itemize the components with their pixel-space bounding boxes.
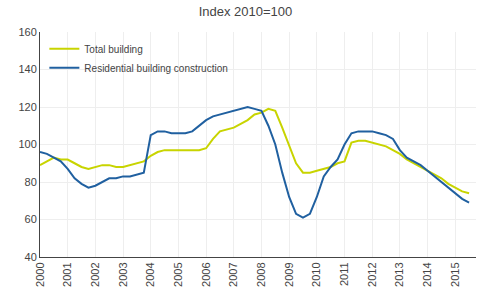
svg-text:40: 40: [25, 251, 37, 263]
svg-text:2001: 2001: [61, 262, 73, 286]
svg-text:2000: 2000: [34, 262, 46, 286]
svg-text:2002: 2002: [89, 262, 101, 286]
svg-text:Total building: Total building: [84, 44, 142, 55]
svg-text:160: 160: [18, 26, 36, 38]
svg-text:2013: 2013: [393, 262, 405, 286]
svg-text:60: 60: [25, 213, 37, 225]
svg-text:2005: 2005: [172, 262, 184, 286]
svg-text:100: 100: [18, 138, 36, 150]
svg-text:2014: 2014: [421, 262, 433, 286]
svg-text:2003: 2003: [117, 262, 129, 286]
svg-text:80: 80: [25, 176, 37, 188]
svg-text:Residential building construct: Residential building construction: [84, 63, 227, 74]
svg-text:2009: 2009: [283, 262, 295, 286]
svg-text:Index 2010=100: Index 2010=100: [199, 4, 293, 19]
svg-text:2004: 2004: [144, 262, 156, 286]
svg-text:2008: 2008: [255, 262, 267, 286]
svg-text:2012: 2012: [366, 262, 378, 286]
svg-text:2006: 2006: [200, 262, 212, 286]
svg-text:2011: 2011: [338, 262, 350, 286]
svg-text:120: 120: [18, 101, 36, 113]
svg-text:140: 140: [18, 63, 36, 75]
svg-text:2007: 2007: [227, 262, 239, 286]
svg-text:2015: 2015: [449, 262, 461, 286]
svg-text:2010: 2010: [310, 262, 322, 286]
